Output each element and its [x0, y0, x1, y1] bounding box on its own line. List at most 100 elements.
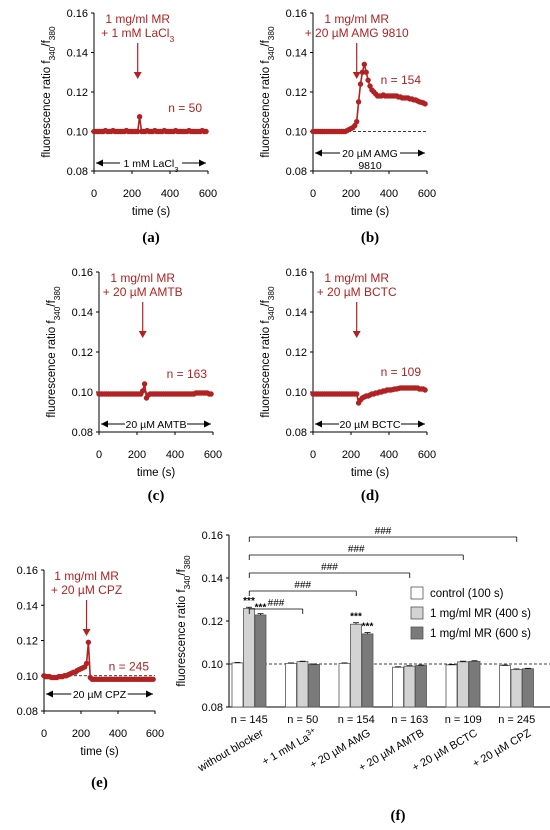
bar [457, 661, 469, 708]
data-point [141, 381, 148, 387]
blocker-arrow-left [101, 420, 108, 428]
y-tick-label: 0.10 [67, 127, 88, 139]
blocker-arrow-right [204, 420, 211, 428]
panel-label: (b) [361, 230, 379, 246]
blocker-arrow-left [315, 420, 322, 428]
bar [445, 664, 458, 708]
application-arrow-head [352, 72, 361, 79]
panel-label: (a) [142, 230, 160, 246]
bar [308, 664, 320, 708]
x-tick-label: 600 [204, 449, 222, 461]
bar [338, 662, 351, 708]
y-tick-label: 0.10 [202, 659, 223, 671]
data-point [140, 388, 146, 394]
comparison-label: ### [268, 598, 285, 609]
y-tick-label: 0.14 [286, 48, 307, 60]
chart-panel-e: 0.08 0.10 0.12 0.14 0.16 0 200 400 600 time (s) 20… [17, 565, 165, 791]
x-tick-label: 600 [199, 188, 217, 200]
blocker-label-bg [71, 687, 128, 699]
bar [522, 668, 534, 708]
x-axis-title: time (s) [351, 206, 390, 218]
y-axis-title: fluorescence ratio f340/f380 [260, 286, 276, 418]
x-tick-label: 400 [380, 449, 398, 461]
y-tick-label: 0.16 [67, 8, 88, 20]
x-tick-label: 0 [41, 728, 47, 740]
data-point [83, 660, 90, 667]
x-axis-title: time (s) [132, 206, 171, 218]
n-count-label: n = 145 [231, 714, 268, 726]
blocker-label: 20 µM AMTB [126, 419, 187, 431]
bar [243, 608, 255, 708]
data-point [422, 387, 428, 393]
bar [296, 661, 309, 708]
y-tick-label: 0.14 [72, 307, 93, 319]
y-tick-label: 0.08 [286, 427, 307, 439]
application-arrow-head [133, 72, 142, 79]
x-tick-label: 200 [123, 188, 141, 200]
significance-stars: *** [255, 603, 267, 614]
data-point [354, 118, 360, 125]
y-tick-label: 0.12 [202, 616, 223, 628]
y-tick-label: 0.12 [72, 347, 93, 359]
n-count-label: n = 163 [167, 367, 208, 381]
panel-label: (f) [391, 808, 406, 824]
chart-panel-b: 0.08 0.10 0.12 0.14 0.16 0 200 400 600 time (s) fl… [260, 8, 436, 246]
legend-swatch [410, 606, 424, 620]
data-point [136, 113, 143, 120]
bar [415, 665, 427, 708]
data-point [203, 128, 209, 135]
panel-label: (e) [91, 775, 108, 791]
y-axis-title: fluorescence ratio f340/f380 [41, 26, 57, 158]
y-tick-label: 0.16 [286, 267, 307, 279]
bar [468, 661, 481, 708]
blocker-label: 20 µM AMG [342, 148, 398, 160]
n-count-label: n = 50 [168, 101, 202, 115]
data-point [355, 99, 362, 105]
y-tick-label: 0.16 [72, 267, 93, 279]
blocker-arrow-right [146, 690, 153, 698]
blocker-label: 1 mM LaCl3 [124, 158, 179, 174]
comparison-label: ### [294, 580, 311, 591]
legend-label: control (100 s) [430, 588, 504, 600]
n-count-label: n = 109 [445, 714, 482, 726]
bar [392, 666, 404, 708]
x-tick-label: 200 [72, 728, 90, 740]
blocker-arrow-right [418, 420, 425, 428]
y-tick-label: 0.10 [286, 387, 307, 399]
treatment-annotation: + 20 µM AMG 9810 [305, 26, 409, 40]
legend-swatch [410, 626, 424, 640]
application-arrow-head [82, 629, 91, 636]
panel-label: (d) [361, 488, 379, 504]
chart-panel-c: 0.08 0.10 0.12 0.14 0.16 0 200 400 600 time (s) fl… [46, 267, 222, 504]
blocker-label: 20 µM BCTC [340, 419, 401, 431]
blocker-arrow-left [96, 159, 103, 167]
y-tick-label: 0.12 [67, 87, 88, 99]
y-tick-label: 0.08 [72, 427, 93, 439]
blocker-label: 20 µM CPZ [73, 689, 127, 701]
n-count-label: n = 154 [381, 73, 422, 87]
bar [510, 668, 523, 708]
y-tick-label: 0.12 [286, 347, 307, 359]
treatment-annotation: + 20 µM AMTB [103, 285, 183, 299]
blocker-arrow-left [46, 690, 53, 698]
n-count-label: n = 50 [287, 714, 318, 726]
x-tick-label: 0 [96, 449, 102, 461]
blocker-arrow-right [199, 159, 206, 167]
bar [361, 633, 374, 708]
data-point [422, 101, 428, 107]
legend-label: 1 mg/ml MR (600 s) [430, 628, 531, 640]
blocker-label-bg [339, 417, 401, 429]
x-tick-label: 0 [310, 449, 316, 461]
y-tick-label: 0.16 [202, 530, 223, 542]
x-tick-label: 400 [380, 188, 398, 200]
x-tick-label: 0 [310, 188, 316, 200]
x-tick-label: 600 [146, 728, 164, 740]
y-tick-label: 0.14 [286, 307, 307, 319]
y-tick-label: 0.08 [286, 166, 307, 178]
data-point [208, 391, 214, 397]
y-tick-label: 0.14 [67, 48, 88, 60]
chart-panel-f: 0.08 0.10 0.12 0.14 0.16 fluorescence ratio f… [176, 526, 550, 824]
comparison-label: ### [348, 544, 365, 555]
y-tick-label: 0.10 [72, 387, 93, 399]
